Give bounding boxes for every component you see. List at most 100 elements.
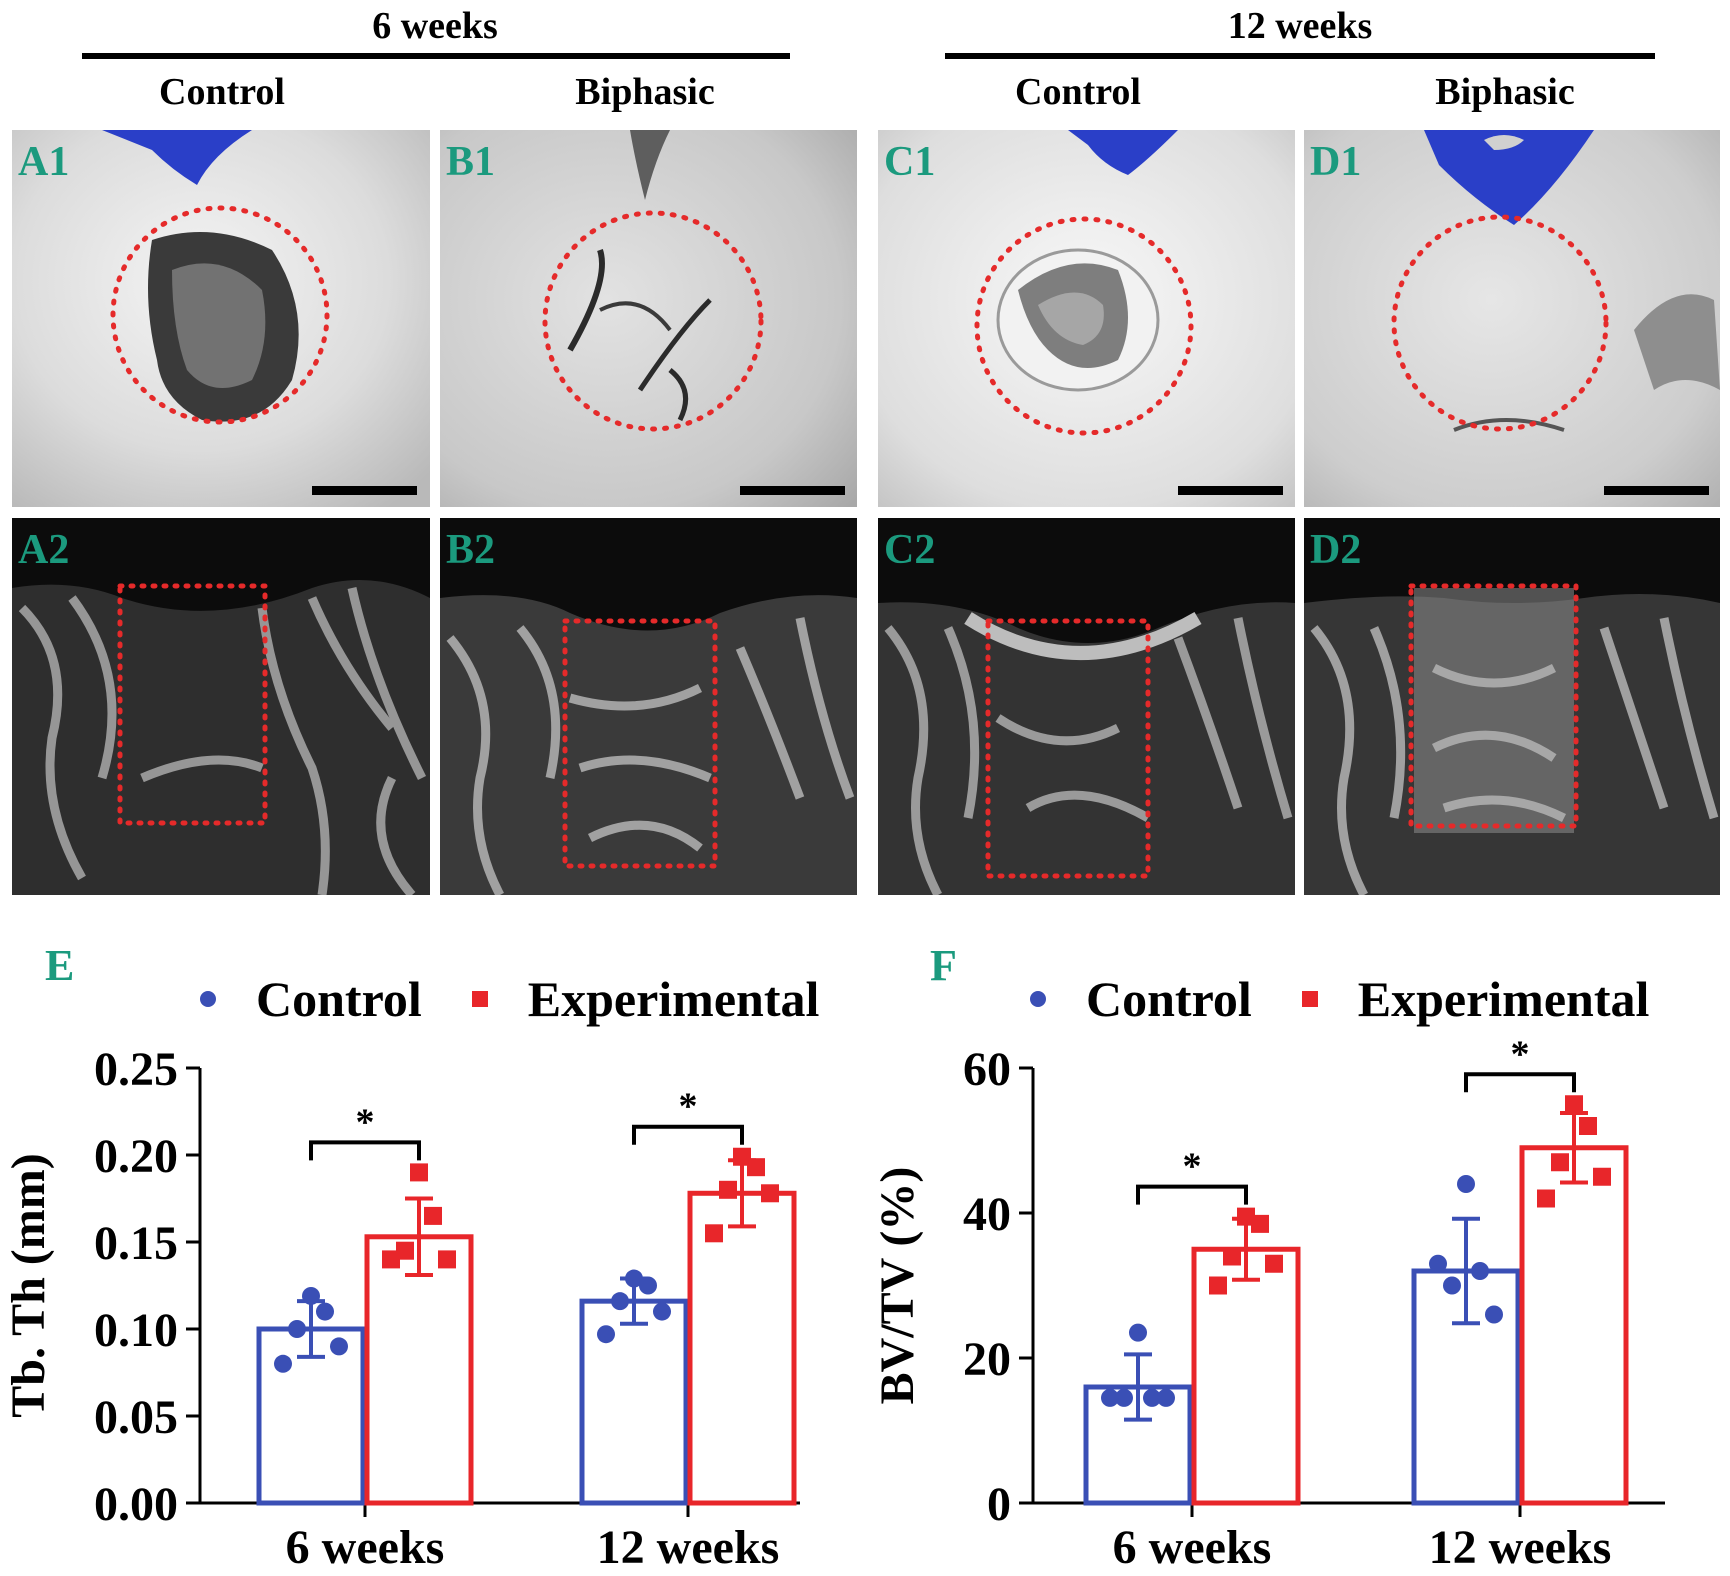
header-rule-6-weeks: [82, 53, 790, 59]
chart-f-data-point-experimental: [1579, 1117, 1597, 1135]
chart-e-y-tick-label: 0.05: [94, 1391, 178, 1444]
chart-e-data-point-control: [597, 1325, 615, 1344]
chart-e-significance-star: *: [356, 1101, 375, 1143]
panel-b2-image: [440, 595, 857, 895]
chart-f-data-point-experimental: [1551, 1153, 1569, 1172]
panel-d1-image: [1304, 130, 1720, 507]
chart-f-data-point-control: [1485, 1305, 1503, 1324]
chart-e-data-point-experimental: [747, 1158, 765, 1177]
chart-f-y-tick-label: 0: [987, 1478, 1011, 1531]
chart-f-y-tick-label: 40: [963, 1188, 1011, 1241]
chart-f-data-point-experimental: [1237, 1207, 1255, 1226]
legend-experimental-label: Experimental: [527, 971, 820, 1027]
chart-e-x-tick-label: 6 weeks: [286, 1521, 445, 1574]
chart-e-data-point-control: [611, 1292, 629, 1311]
panel-label-a2: A2: [18, 527, 70, 573]
panel-c1: C1: [878, 130, 1295, 507]
legend-control-marker: [200, 991, 216, 1007]
chart-e-data-point-control: [330, 1337, 348, 1356]
chart-e-y-tick-label: 0.00: [94, 1478, 178, 1531]
chart-e-significance-star: *: [679, 1086, 698, 1128]
chart-f-label: F: [930, 941, 957, 990]
chart-e-data-point-experimental: [396, 1241, 414, 1260]
chart-e-y-tick-label: 0.25: [94, 1043, 178, 1096]
scale-bar-a1: [312, 486, 417, 495]
chart-f-data-point-control: [1443, 1276, 1461, 1295]
chart-f-data-point-control: [1101, 1388, 1119, 1407]
chart-f-data-point-experimental: [1209, 1276, 1227, 1295]
chart-f-data-point-control: [1471, 1262, 1489, 1280]
chart-f-data-point-experimental: [1265, 1254, 1283, 1273]
chart-e: 0.00 0.05 0.10 0.15 0.20 0.25 Tb. Th (mm) 6 wee…: [2, 1043, 800, 1574]
chart-e-data-point-control: [316, 1302, 334, 1321]
scale-bar-d1: [1604, 486, 1709, 495]
panel-label-a1: A1: [18, 139, 70, 185]
header-6-weeks: 6 weeks: [372, 5, 498, 47]
chart-e-data-point-experimental: [705, 1224, 723, 1243]
legend-control-marker: [1030, 991, 1046, 1007]
panel-b1-image: [440, 130, 857, 507]
chart-e-significance-bracket: [309, 1140, 421, 1161]
chart-e-data-point-experimental: [733, 1147, 751, 1166]
chart-f-significance-bracket: [1136, 1184, 1248, 1205]
chart-f-data-point-control: [1457, 1175, 1475, 1193]
panel-label-d2: D2: [1310, 527, 1362, 573]
chart-e-significance-bracket: [632, 1124, 744, 1145]
chart-f-data-point-experimental: [1593, 1167, 1611, 1186]
panel-label-c1: C1: [884, 139, 936, 185]
chart-f-data-point-experimental: [1565, 1095, 1583, 1114]
scale-bar-b1: [740, 486, 845, 495]
chart-f-data-point-control: [1429, 1254, 1447, 1273]
chart-e-legend: Control Experimental: [200, 970, 819, 1028]
chart-f: 0 20 40 60 BV/TV (%) 6 weeks * 12 weeks *: [871, 1040, 1665, 1574]
chart-f-data-point-control: [1115, 1388, 1133, 1407]
panel-a1-image: [12, 130, 430, 507]
panel-label-b2: B2: [446, 527, 496, 573]
panel-label-c2: C2: [884, 527, 936, 573]
chart-e-data-point-experimental: [438, 1250, 456, 1269]
chart-e-data-point-experimental: [761, 1184, 779, 1203]
panel-d2: D2: [1304, 518, 1720, 895]
panel-c2-image: [878, 602, 1295, 895]
legend-control-label: Control: [1086, 971, 1252, 1027]
chart-e-x-tick-label: 12 weeks: [597, 1521, 780, 1574]
panel-a2-image: [12, 580, 430, 895]
column-label-control-6w: Control: [159, 71, 285, 113]
chart-f-y-tick-label: 60: [963, 1043, 1011, 1096]
chart-e-data-point-experimental: [382, 1250, 400, 1269]
legend-experimental-label: Experimental: [1357, 971, 1650, 1027]
chart-e-data-point-experimental: [410, 1163, 428, 1182]
chart-e-data-point-control: [639, 1276, 657, 1295]
chart-e-data-point-control: [274, 1354, 292, 1373]
column-label-biphasic-12w: Biphasic: [1435, 71, 1575, 113]
chart-f-x-tick-label: 12 weeks: [1429, 1521, 1612, 1574]
chart-f-data-point-control: [1143, 1388, 1161, 1407]
chart-e-data-point-experimental: [424, 1206, 442, 1225]
chart-f-data-point-experimental: [1251, 1214, 1269, 1233]
chart-f-x-tick-label: 6 weeks: [1113, 1521, 1272, 1574]
chart-f-data-point-control: [1129, 1323, 1147, 1342]
legend-experimental-marker: [1301, 991, 1318, 1007]
chart-e-data-point-control: [625, 1269, 643, 1288]
chart-f-data-point-control: [1157, 1388, 1175, 1407]
chart-e-data-point-control: [302, 1286, 320, 1305]
chart-e-y-tick-label: 0.20: [94, 1130, 178, 1183]
chart-f-y-axis-label: BV/TV (%): [871, 1167, 924, 1405]
panel-a2: A2: [12, 518, 430, 895]
panel-c2: C2: [878, 518, 1295, 895]
chart-e-y-tick-label: 0.10: [94, 1304, 178, 1357]
chart-e-data-point-experimental: [719, 1180, 737, 1199]
chart-e-y-tick-label: 0.15: [94, 1217, 178, 1270]
panel-label-b1: B1: [446, 139, 496, 185]
chart-f-significance-star: *: [1511, 1040, 1530, 1075]
panel-label-d1: D1: [1310, 139, 1362, 185]
chart-f-data-point-experimental: [1223, 1247, 1241, 1266]
panel-d1: D1: [1304, 130, 1720, 507]
chart-f-significance-star: *: [1183, 1146, 1202, 1188]
header-rule-12-weeks: [945, 53, 1655, 59]
panel-b2: B2: [440, 518, 857, 895]
column-label-biphasic-6w: Biphasic: [575, 71, 715, 113]
chart-f-significance-bracket: [1464, 1072, 1576, 1093]
scale-bar-c1: [1178, 486, 1283, 495]
chart-e-y-axis-label: Tb. Th (mm): [2, 1153, 55, 1418]
